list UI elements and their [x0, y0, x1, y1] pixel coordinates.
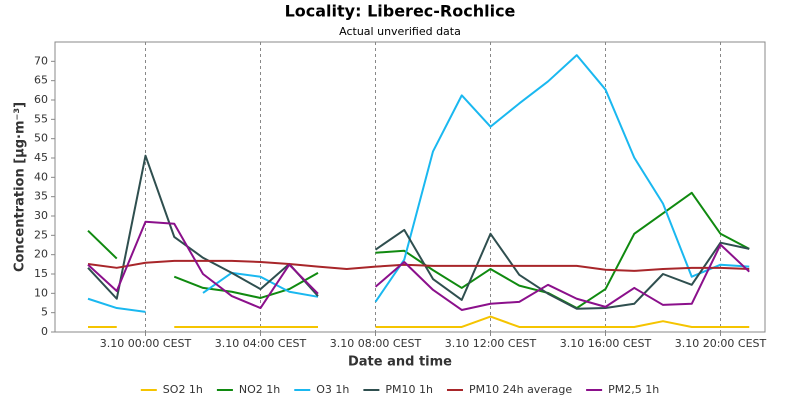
y-tick-label: 5 — [41, 306, 48, 319]
y-tick-label: 70 — [34, 54, 48, 67]
y-axis-title: Concentration [µg·m⁻³] — [13, 102, 28, 272]
y-tick-label: 25 — [34, 228, 48, 241]
x-tick-label: 3.10 04:00 CEST — [215, 337, 307, 350]
plot-area — [54, 41, 766, 333]
y-tick-label: 20 — [34, 248, 48, 261]
chart-subtitle: Actual unverified data — [339, 25, 461, 38]
series-line — [87, 54, 750, 313]
legend-label: O3 1h — [316, 383, 349, 396]
y-tick-label: 45 — [34, 151, 48, 164]
series-line — [87, 259, 750, 272]
x-tick-label: 3.10 12:00 CEST — [445, 337, 537, 350]
x-tick-label: 3.10 20:00 CEST — [675, 337, 767, 350]
y-tick-label: 0 — [41, 325, 48, 338]
y-tick-label: 15 — [34, 267, 48, 280]
series-line — [87, 220, 750, 311]
y-tick-label: 40 — [34, 170, 48, 183]
chart-title: Locality: Liberec-Rochlice — [285, 2, 516, 21]
series-line — [87, 191, 750, 310]
y-tick-label: 10 — [34, 286, 48, 299]
legend-label: NO2 1h — [239, 383, 280, 396]
legend-label: PM10 24h average — [469, 383, 572, 396]
legend-label: SO2 1h — [163, 383, 203, 396]
series-line — [88, 315, 750, 328]
y-tick-label: 30 — [34, 209, 48, 222]
x-tick-label: 3.10 16:00 CEST — [560, 337, 652, 350]
y-tick-label: 55 — [34, 112, 48, 125]
y-tick-label: 50 — [34, 132, 48, 145]
y-tick-label: 65 — [34, 74, 48, 87]
y-tick-label: 35 — [34, 190, 48, 203]
x-tick-label: 3.10 00:00 CEST — [100, 337, 192, 350]
x-axis-title: Date and time — [348, 355, 452, 370]
x-tick-label: 3.10 08:00 CEST — [330, 337, 422, 350]
legend-label: PM10 1h — [385, 383, 433, 396]
legend-label: PM2,5 1h — [608, 383, 659, 396]
series-line — [87, 154, 750, 310]
y-tick-label: 60 — [34, 93, 48, 106]
